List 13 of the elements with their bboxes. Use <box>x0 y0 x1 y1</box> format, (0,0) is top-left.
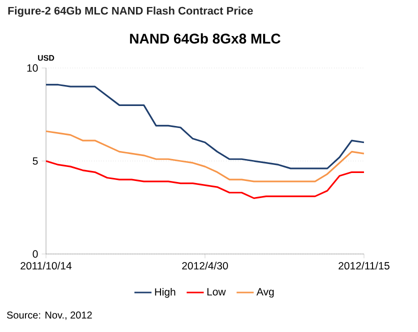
y-tick-label: 0 <box>32 250 38 258</box>
chart-subtitle: Figure-2 64Gb MLC NAND Flash Contract Price <box>8 6 253 17</box>
chart-title: NAND 64Gb 8Gx8 MLC <box>130 33 280 44</box>
x-tick-label: 2011/10/14 <box>20 262 72 270</box>
legend-label: Low <box>207 288 226 296</box>
y-tick-label: 5 <box>32 157 38 165</box>
y-axis-title: USD <box>38 55 54 61</box>
x-tick-label: 2012/4/30 <box>182 262 228 270</box>
legend-label: High <box>155 288 176 298</box>
source-note: Source: Nov., 2012 <box>6 312 92 320</box>
y-tick-label: 10 <box>27 64 38 72</box>
legend-label: Avg <box>256 288 274 298</box>
x-tick-label: 2012/11/15 <box>338 262 390 270</box>
